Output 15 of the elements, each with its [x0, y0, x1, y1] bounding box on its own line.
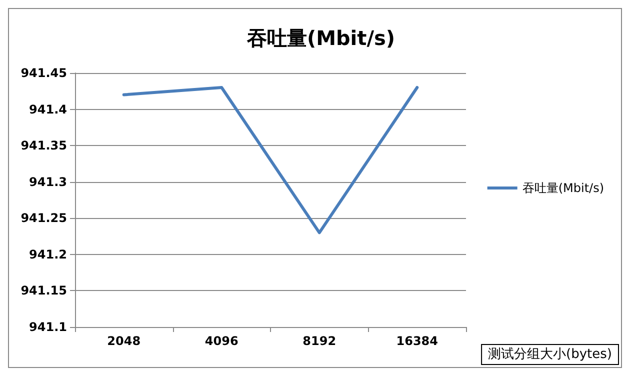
x-tick-label: 8192	[302, 334, 336, 348]
x-axis-title: 测试分组大小(bytes)	[488, 347, 612, 362]
chart-title: 吞吐量(Mbit/s)	[246, 26, 396, 50]
x-tick-label: 4096	[204, 334, 238, 348]
y-tick-label: 941.1	[29, 320, 67, 334]
y-tick-label: 941.25	[20, 211, 67, 226]
y-tick-label: 941.35	[20, 138, 67, 153]
x-tick-label: 16384	[396, 334, 438, 348]
y-tick-label: 941.15	[20, 284, 67, 298]
y-tick-label: 941.2	[29, 247, 67, 262]
y-tick-label: 941.45	[20, 66, 67, 80]
y-tick-label: 941.3	[29, 174, 67, 189]
x-tick-label: 2048	[107, 334, 141, 348]
legend-label: 吞吐量(Mbit/s)	[522, 181, 604, 195]
y-tick-label: 941.4	[29, 102, 67, 116]
